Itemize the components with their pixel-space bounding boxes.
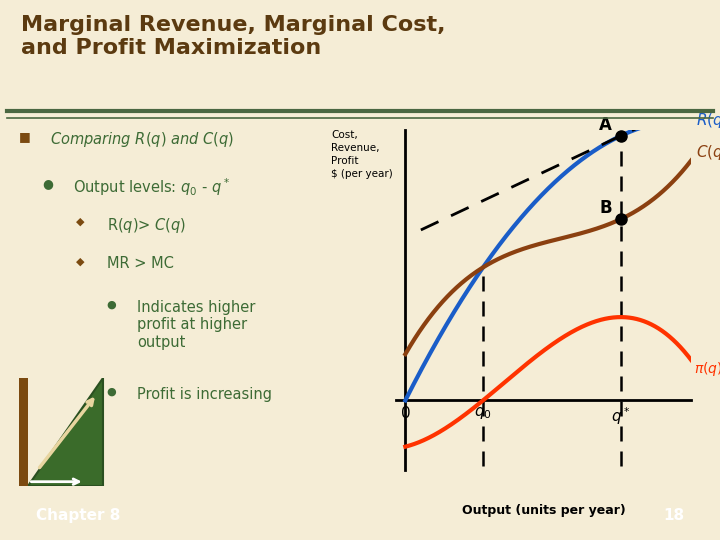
Text: A: A bbox=[599, 116, 612, 133]
Text: B: B bbox=[599, 199, 612, 217]
Text: Chapter 8: Chapter 8 bbox=[36, 508, 120, 523]
Bar bbox=[19, 378, 29, 486]
Text: MR > MC: MR > MC bbox=[107, 256, 174, 271]
Text: R$(q)$> $C(q)$: R$(q)$> $C(q)$ bbox=[107, 217, 186, 235]
Text: Profit is increasing: Profit is increasing bbox=[138, 387, 272, 402]
Text: Output levels: $q_0$ - $q^*$: Output levels: $q_0$ - $q^*$ bbox=[73, 177, 230, 198]
Text: Comparing $R(q)$ and $C(q)$: Comparing $R(q)$ and $C(q)$ bbox=[50, 130, 234, 148]
Text: $R(q)$: $R(q)$ bbox=[696, 111, 720, 130]
Text: Output (units per year): Output (units per year) bbox=[462, 504, 626, 517]
Text: $\pi(q)$: $\pi(q)$ bbox=[694, 360, 720, 378]
Text: ●: ● bbox=[42, 177, 53, 190]
Text: ●: ● bbox=[107, 387, 117, 396]
Text: Marginal Revenue, Marginal Cost,
and Profit Maximization: Marginal Revenue, Marginal Cost, and Pro… bbox=[22, 15, 446, 58]
Text: $C(q)$: $C(q)$ bbox=[696, 143, 720, 162]
Polygon shape bbox=[29, 378, 104, 486]
Text: Indicates higher
profit at higher
output: Indicates higher profit at higher output bbox=[138, 300, 256, 349]
Text: ◆: ◆ bbox=[76, 217, 85, 226]
Text: 18: 18 bbox=[663, 508, 684, 523]
Text: Cost,
Revenue,
Profit
$ (per year): Cost, Revenue, Profit $ (per year) bbox=[331, 130, 393, 179]
Text: ◆: ◆ bbox=[76, 256, 85, 266]
Text: ●: ● bbox=[107, 300, 117, 310]
Text: ■: ■ bbox=[19, 130, 31, 143]
